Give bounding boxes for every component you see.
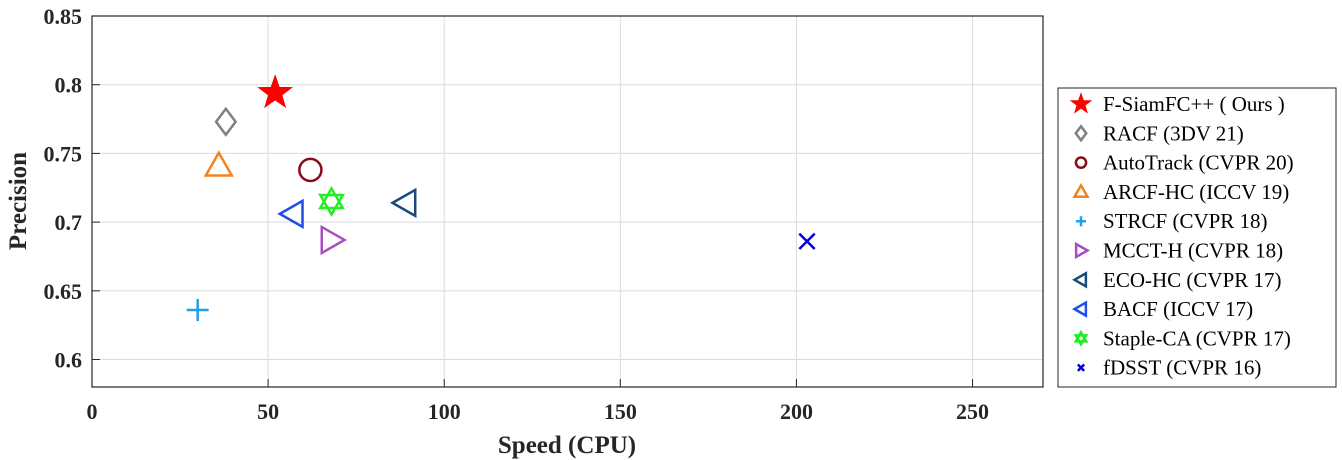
- x-axis-ticks: 0 50 100 150 200 250: [87, 379, 989, 424]
- legend-item: ARCF-HC (ICCV 19): [1072, 180, 1289, 204]
- legend: F-SiamFC++ ( Ours ) RACF (3DV 21) AutoTrac…: [1057, 87, 1337, 388]
- legend-label: F-SiamFC++ ( Ours ): [1103, 92, 1285, 116]
- legend-marker-plus: [1076, 216, 1086, 227]
- legend-label: Staple-CA (CVPR 17): [1103, 326, 1291, 350]
- legend-marker-triangle-up: [1072, 182, 1090, 199]
- data-point-triangle-up: [203, 150, 234, 177]
- y-tick-label: 0.65: [44, 279, 83, 304]
- legend-marker-hexagram: [1073, 329, 1089, 347]
- data-point-plus: [186, 299, 209, 322]
- y-tick-label: 0.85: [44, 4, 83, 29]
- legend-item: STRCF (CVPR 18): [1076, 209, 1268, 233]
- legend-box: [1057, 87, 1337, 388]
- legend-item: F-SiamFC++ ( Ours ): [1069, 92, 1285, 116]
- data-point-triangle-right: [320, 224, 348, 256]
- x-tick-label: 50: [257, 399, 279, 424]
- y-tick-label: 0.8: [55, 73, 83, 98]
- x-tick-label: 150: [604, 399, 637, 424]
- x-tick-label: 200: [780, 399, 813, 424]
- legend-item: MCCT-H (CVPR 18): [1074, 239, 1283, 263]
- hexagram-part: [318, 185, 345, 210]
- x-axis-label: Speed (CPU): [498, 432, 636, 459]
- legend-marker-circle: [1074, 156, 1088, 169]
- legend-item: ECO-HC (CVPR 17): [1071, 268, 1282, 292]
- legend-label: ARCF-HC (ICCV 19): [1103, 180, 1289, 204]
- x-tick-label: 250: [956, 399, 989, 424]
- y-tick-label: 0.6: [55, 348, 83, 373]
- legend-item: RACF (3DV 21): [1074, 121, 1244, 145]
- legend-item: AutoTrack (CVPR 20): [1074, 151, 1294, 175]
- legend-label: ECO-HC (CVPR 17): [1103, 268, 1282, 292]
- data-point-triangle-left: [389, 187, 417, 219]
- data-point-hexagram: [318, 185, 345, 218]
- y-axis-label: Precision: [5, 152, 32, 250]
- grid: [91, 15, 1043, 387]
- data-point-star: [257, 74, 294, 109]
- legend-label: MCCT-H (CVPR 18): [1103, 239, 1283, 263]
- plot-frame: [91, 15, 1044, 388]
- x-tick-label: 0: [87, 399, 98, 424]
- data-points: [186, 74, 816, 322]
- data-point-x: [798, 232, 816, 250]
- data-point-diamond: [214, 106, 238, 137]
- hexagram-part: [318, 193, 345, 218]
- legend-marker-triangle-right: [1074, 241, 1091, 260]
- legend-label: STRCF (CVPR 18): [1103, 209, 1268, 233]
- legend-marker-triangle-left: [1071, 300, 1088, 318]
- legend-label: AutoTrack (CVPR 20): [1103, 151, 1294, 175]
- data-point-triangle-left: [277, 198, 304, 230]
- legend-marker-x: [1076, 363, 1086, 372]
- legend-label: fDSST (CVPR 16): [1103, 356, 1261, 380]
- y-tick-label: 0.7: [55, 210, 83, 235]
- y-axis-ticks: 0.6 0.65 0.7 0.75 0.8 0.85: [44, 4, 100, 373]
- legend-marker-triangle-left: [1071, 271, 1088, 289]
- legend-marker-diamond: [1074, 124, 1088, 143]
- y-tick-label: 0.75: [44, 141, 83, 166]
- legend-item: fDSST (CVPR 16): [1076, 356, 1261, 380]
- legend-label: BACF (ICCV 17): [1103, 297, 1253, 321]
- legend-label: RACF (3DV 21): [1103, 121, 1244, 145]
- hexagram-part: [1073, 329, 1089, 343]
- legend-marker-star: [1069, 92, 1093, 114]
- legend-item: BACF (ICCV 17): [1071, 297, 1253, 321]
- x-tick-label: 100: [428, 399, 461, 424]
- hexagram-part: [1073, 334, 1089, 347]
- data-point-circle: [298, 157, 323, 183]
- legend-item: Staple-CA (CVPR 17): [1073, 326, 1291, 350]
